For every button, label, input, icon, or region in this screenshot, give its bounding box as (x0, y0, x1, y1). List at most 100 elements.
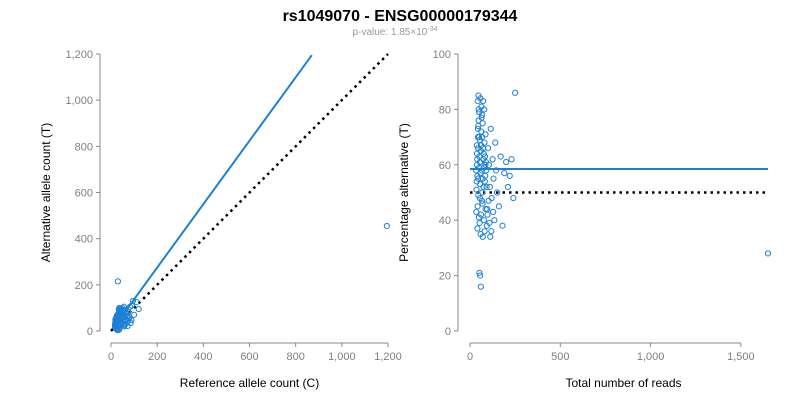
right-data-point (489, 156, 496, 163)
left-data-point (135, 305, 142, 313)
left-x-tick-label: 1,200 (374, 351, 402, 363)
left-y-tick-label: 400 (75, 234, 93, 246)
right-data-point (475, 117, 482, 124)
right-data-point (487, 233, 494, 240)
right-x-axis-title: Total number of reads (565, 376, 681, 390)
right-data-point (510, 194, 517, 202)
right-data-point (476, 269, 483, 276)
left-data-point (130, 311, 138, 318)
right-data-point (504, 183, 512, 191)
left-x-tick-label: 600 (240, 351, 258, 363)
right-data-point (482, 206, 489, 213)
right-data-point (481, 228, 488, 235)
right-data-point (508, 156, 515, 163)
right-data-point (487, 125, 494, 132)
right-data-point (474, 172, 481, 179)
p-value-exponent: -34 (427, 26, 437, 33)
right-data-point (764, 250, 772, 257)
left-x-tick-label: 1,000 (328, 351, 356, 363)
right-data-point (478, 111, 486, 119)
right-data-point (479, 175, 486, 182)
right-data-point (493, 189, 501, 196)
right-data-point (477, 181, 484, 188)
percentage-alternative-scatter-panel: 0 500 1,000 1,500 0 20 40 60 80 100 Total number o… (397, 49, 772, 390)
right-data-point (473, 186, 480, 193)
left-y-tick-label: 1,200 (65, 49, 93, 61)
right-data-point (473, 208, 480, 215)
left-y-axis-title: Alternative allele count (T) (39, 123, 53, 262)
left-fit-line (110, 54, 313, 332)
right-data-point (484, 145, 492, 152)
left-data-point (383, 222, 390, 230)
right-x-tick-label: 1,000 (637, 351, 665, 363)
right-data-point (478, 134, 486, 141)
right-data-point (478, 197, 486, 204)
right-data-point (495, 203, 502, 210)
left-y-tick-label: 200 (75, 280, 93, 292)
right-data-point (501, 170, 508, 177)
right-data-point (484, 211, 491, 218)
left-y-tick-label: 800 (75, 141, 93, 153)
left-y-tick-label: 0 (87, 326, 93, 338)
right-data-point (473, 150, 481, 157)
right-data-point (486, 219, 493, 227)
right-data-point (474, 203, 481, 210)
right-data-point (503, 158, 510, 166)
right-y-tick-label: 40 (439, 215, 451, 227)
right-data-point (479, 200, 486, 207)
right-data-point (474, 225, 481, 232)
left-reference-line (110, 53, 389, 332)
right-data-point (493, 167, 500, 174)
right-data-point (479, 233, 486, 240)
right-data-point (474, 125, 482, 132)
left-data-point (126, 303, 134, 310)
right-data-point (477, 142, 485, 149)
chart-subtitle: p-value: 1.85×10-34 (353, 26, 438, 38)
right-data-point (485, 161, 493, 168)
right-data-point (490, 208, 497, 215)
right-data-point (477, 283, 484, 290)
left-y-tick-label: 600 (75, 188, 93, 200)
right-data-point (512, 89, 519, 96)
right-y-tick-label: 60 (439, 160, 451, 172)
right-data-point (475, 192, 482, 199)
right-data-point (506, 172, 513, 179)
left-data-point (116, 304, 123, 312)
right-data-point (476, 219, 483, 227)
right-y-tick-label: 20 (439, 271, 451, 283)
left-data-point (124, 322, 131, 330)
left-x-tick-label: 0 (108, 351, 114, 363)
left-x-tick-label: 400 (194, 351, 212, 363)
right-y-tick-label: 100 (433, 49, 451, 61)
left-x-tick-label: 200 (148, 351, 166, 363)
right-y-tick-label: 80 (439, 104, 451, 116)
right-x-tick-label: 500 (551, 351, 569, 363)
right-data-point (497, 153, 504, 160)
right-data-point (477, 211, 485, 218)
left-x-axis-title: Reference allele count (C) (180, 376, 319, 390)
right-y-axis-title: Percentage alternative (T) (397, 123, 411, 262)
left-x-tick-label: 800 (286, 351, 304, 363)
right-data-point (486, 183, 493, 191)
left-data-point (133, 299, 140, 306)
left-data-point (114, 278, 122, 285)
right-data-point (485, 197, 492, 204)
right-y-tick-label: 0 (445, 326, 451, 338)
right-data-point (491, 217, 498, 224)
left-data-point (129, 297, 137, 305)
left-data-point (128, 316, 135, 324)
right-data-point (477, 272, 484, 279)
right-data-point (482, 131, 489, 138)
p-value-label: p-value: 1.85×10 (353, 27, 428, 38)
right-data-point (483, 183, 490, 191)
right-data-point (483, 167, 490, 174)
right-data-point (490, 175, 497, 182)
right-data-point (480, 97, 487, 105)
right-x-tick-label: 1,500 (727, 351, 755, 363)
right-data-point (474, 134, 482, 141)
right-data-point (492, 139, 499, 146)
right-data-point (480, 217, 488, 224)
right-data-point (481, 106, 488, 113)
right-data-point (488, 228, 495, 235)
